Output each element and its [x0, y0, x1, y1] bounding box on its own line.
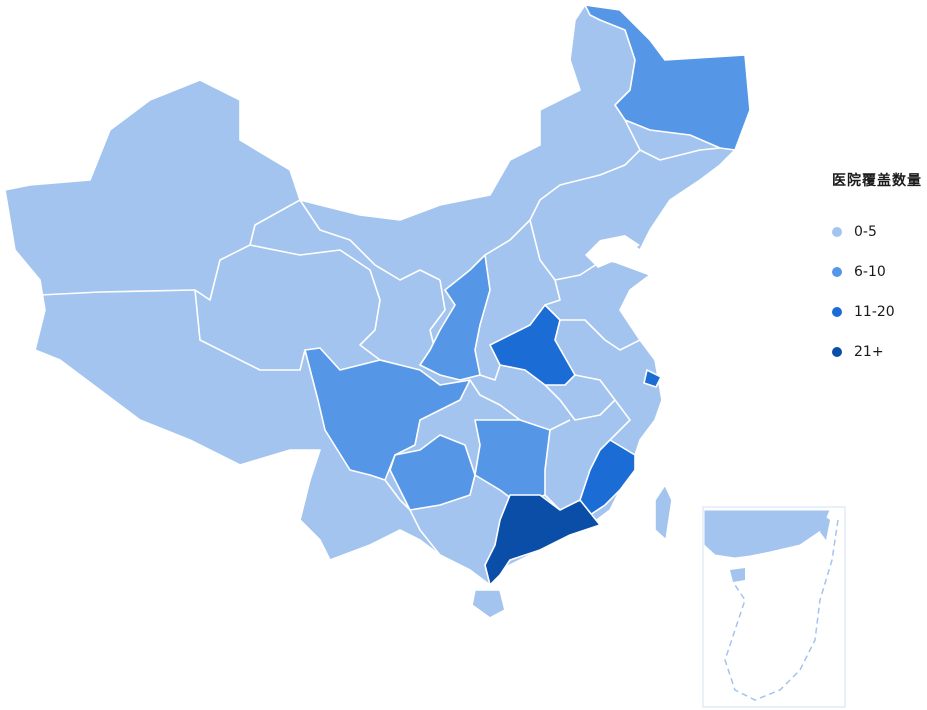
legend-label: 0-5	[854, 224, 877, 240]
legend-dot-icon	[832, 307, 842, 317]
region-shaanxi[interactable]	[419, 254, 491, 381]
region-heilongjiang[interactable]	[584, 4, 751, 151]
legend-label: 6-10	[854, 264, 886, 280]
legend-dot-icon	[832, 267, 842, 277]
legend-dot-icon	[832, 227, 842, 237]
region-guangdong[interactable]	[484, 494, 601, 586]
legend-dot-icon	[832, 347, 842, 357]
legend-label: 21+	[854, 344, 884, 360]
legend-item-3[interactable]: 21+	[832, 332, 922, 372]
legend-item-0[interactable]: 0-5	[832, 212, 922, 252]
region-sichuan[interactable]	[304, 347, 471, 481]
legend-item-1[interactable]: 6-10	[832, 252, 922, 292]
legend-item-2[interactable]: 11-20	[832, 292, 922, 332]
region-hainan[interactable]	[471, 589, 506, 619]
legend: 医院覆盖数量 0-5 6-10 11-20 21+	[832, 170, 922, 372]
region-guizhou[interactable]	[389, 434, 476, 511]
bohai-sea	[585, 235, 640, 268]
region-shanghai[interactable]	[643, 369, 662, 388]
region-henan[interactable]	[489, 304, 576, 386]
region-fujian[interactable]	[579, 439, 636, 516]
region-taiwan[interactable]	[654, 484, 673, 541]
south-china-sea-inset	[702, 506, 846, 708]
province-borders	[39, 119, 721, 556]
legend-label: 11-20	[854, 304, 895, 320]
legend-title: 医院覆盖数量	[832, 173, 922, 189]
